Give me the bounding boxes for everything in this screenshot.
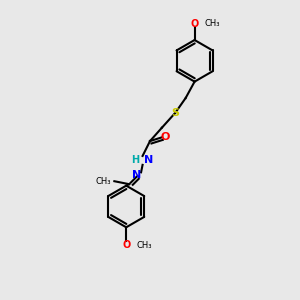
Text: O: O xyxy=(190,19,199,29)
Text: O: O xyxy=(122,240,130,250)
Text: CH₃: CH₃ xyxy=(205,19,220,28)
Text: S: S xyxy=(171,108,179,118)
Text: O: O xyxy=(160,132,170,142)
Text: CH₃: CH₃ xyxy=(136,241,152,250)
Text: H: H xyxy=(131,155,140,165)
Text: N: N xyxy=(132,170,141,180)
Text: N: N xyxy=(144,155,153,165)
Text: CH₃: CH₃ xyxy=(96,177,111,186)
